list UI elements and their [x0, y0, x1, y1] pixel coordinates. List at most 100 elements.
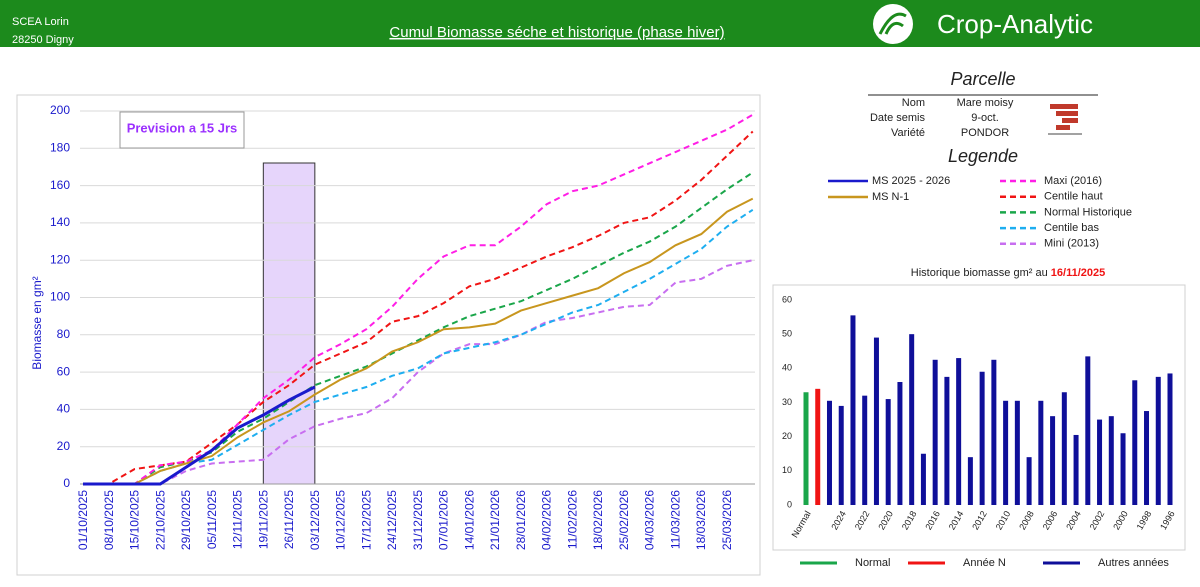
bar-title-text: Historique biomasse gm² au — [911, 267, 1048, 279]
y-tick-label: 20 — [57, 439, 71, 453]
x-tick-label: 18/03/2026 — [694, 490, 708, 550]
legend-label: Normal — [855, 557, 890, 569]
x-tick-label: 2018 — [900, 509, 919, 531]
x-tick-label: 07/01/2026 — [437, 490, 451, 550]
y-tick-label: 120 — [50, 252, 70, 266]
bar — [862, 395, 868, 505]
parcelle-title: Parcelle — [950, 69, 1015, 89]
bar — [1120, 433, 1126, 505]
x-tick-label: 08/10/2025 — [102, 490, 116, 550]
legend-label: Centile bas — [1044, 222, 1100, 234]
x-tick-label: 2016 — [923, 509, 942, 531]
x-tick-label: 22/10/2025 — [153, 490, 167, 550]
legend-label: MS N-1 — [872, 191, 909, 203]
x-tick-label: 2022 — [853, 509, 872, 531]
x-tick-label: 10/12/2025 — [334, 490, 348, 550]
legend-label: Mini (2013) — [1044, 238, 1099, 250]
y-tick-label: 200 — [50, 103, 70, 117]
bar — [1061, 392, 1067, 505]
bar — [1108, 416, 1114, 505]
header-bar — [0, 0, 1200, 47]
bar — [1085, 356, 1091, 505]
series-line — [83, 209, 754, 485]
bar — [1132, 380, 1138, 505]
parcelle-label: Variété — [891, 127, 925, 139]
x-tick-label: 31/12/2025 — [411, 490, 425, 550]
y-tick-label: 140 — [50, 215, 70, 229]
legend-title: Legende — [948, 146, 1018, 166]
y-axis-label: Biomasse en gm² — [30, 276, 44, 369]
y-tick-label: 40 — [782, 363, 792, 373]
parcelle-label: Nom — [902, 97, 925, 109]
x-tick-label: 2000 — [1111, 509, 1130, 531]
annotation: Prevision a 15 Jrs — [127, 120, 238, 135]
bar — [967, 457, 973, 505]
bar — [826, 400, 832, 505]
x-tick-label: 01/10/2025 — [76, 490, 90, 550]
bar — [1014, 400, 1020, 505]
x-tick-label: Normal — [790, 509, 813, 539]
bar — [838, 405, 844, 505]
series-line — [83, 385, 316, 486]
annotation-box — [119, 111, 245, 149]
bar — [1003, 400, 1009, 505]
bar — [803, 392, 809, 505]
x-tick-label: 04/03/2026 — [643, 490, 657, 550]
y-tick-label: 100 — [50, 290, 70, 304]
legend-label: Normal Historique — [1044, 206, 1132, 218]
series-line — [83, 130, 754, 485]
bar — [815, 388, 821, 505]
bar — [1097, 419, 1103, 505]
y-tick-label: 60 — [57, 364, 71, 378]
x-tick-label: 25/02/2026 — [617, 490, 631, 550]
x-tick-label: 26/11/2025 — [282, 490, 296, 549]
series-line — [83, 113, 754, 485]
bar — [932, 359, 938, 505]
x-tick-label: 2008 — [1017, 509, 1036, 531]
x-tick-label: 03/12/2025 — [308, 490, 322, 550]
bar-chart-title: Historique biomasse gm² au 16/11/2025 — [911, 267, 1105, 279]
brand-logo-leaf — [878, 12, 907, 35]
x-tick-label: 14/01/2026 — [462, 490, 476, 550]
x-tick-label: 2004 — [1064, 509, 1083, 531]
bar — [956, 358, 962, 505]
legend-label: Maxi (2016) — [1044, 175, 1102, 187]
y-tick-label: 40 — [57, 402, 71, 416]
x-tick-label: 18/02/2026 — [591, 490, 605, 550]
x-tick-label: 2020 — [876, 509, 895, 531]
bar — [873, 337, 879, 505]
bar — [1026, 457, 1032, 505]
x-tick-label: 25/03/2026 — [720, 490, 734, 550]
x-tick-label: 05/11/2025 — [205, 490, 219, 549]
y-tick-label: 60 — [782, 294, 792, 304]
y-tick-label: 50 — [782, 329, 792, 339]
x-tick-label: 2010 — [994, 509, 1013, 531]
y-tick-label: 30 — [782, 397, 792, 407]
bar — [1167, 373, 1173, 505]
bar-chart-frame — [772, 284, 1186, 551]
parcelle-logo — [1048, 104, 1082, 135]
forecast-window — [262, 162, 316, 485]
bar — [850, 315, 856, 505]
y-tick-label: 0 — [63, 476, 70, 490]
y-tick-label: 20 — [782, 431, 792, 441]
y-tick-label: 80 — [57, 327, 71, 341]
farm-name: SCEA Lorin — [12, 16, 69, 28]
legend-label: Centile haut — [1044, 191, 1103, 203]
bar — [885, 399, 891, 505]
x-tick-label: 29/10/2025 — [179, 490, 193, 550]
bar — [979, 371, 985, 505]
x-tick-label: 19/11/2025 — [256, 490, 270, 549]
x-tick-label: 1998 — [1135, 509, 1154, 531]
series-line — [83, 197, 754, 485]
bar — [1073, 434, 1079, 505]
x-tick-label: 2012 — [970, 509, 989, 531]
legend-label: MS 2025 - 2026 — [872, 175, 950, 187]
series-line — [83, 259, 753, 485]
x-tick-label: 1996 — [1158, 509, 1177, 531]
bar — [897, 382, 903, 505]
farm-address: 28250 Digny — [12, 34, 74, 46]
parcelle-value: Mare moisy — [957, 97, 1014, 109]
bar — [1144, 411, 1150, 505]
